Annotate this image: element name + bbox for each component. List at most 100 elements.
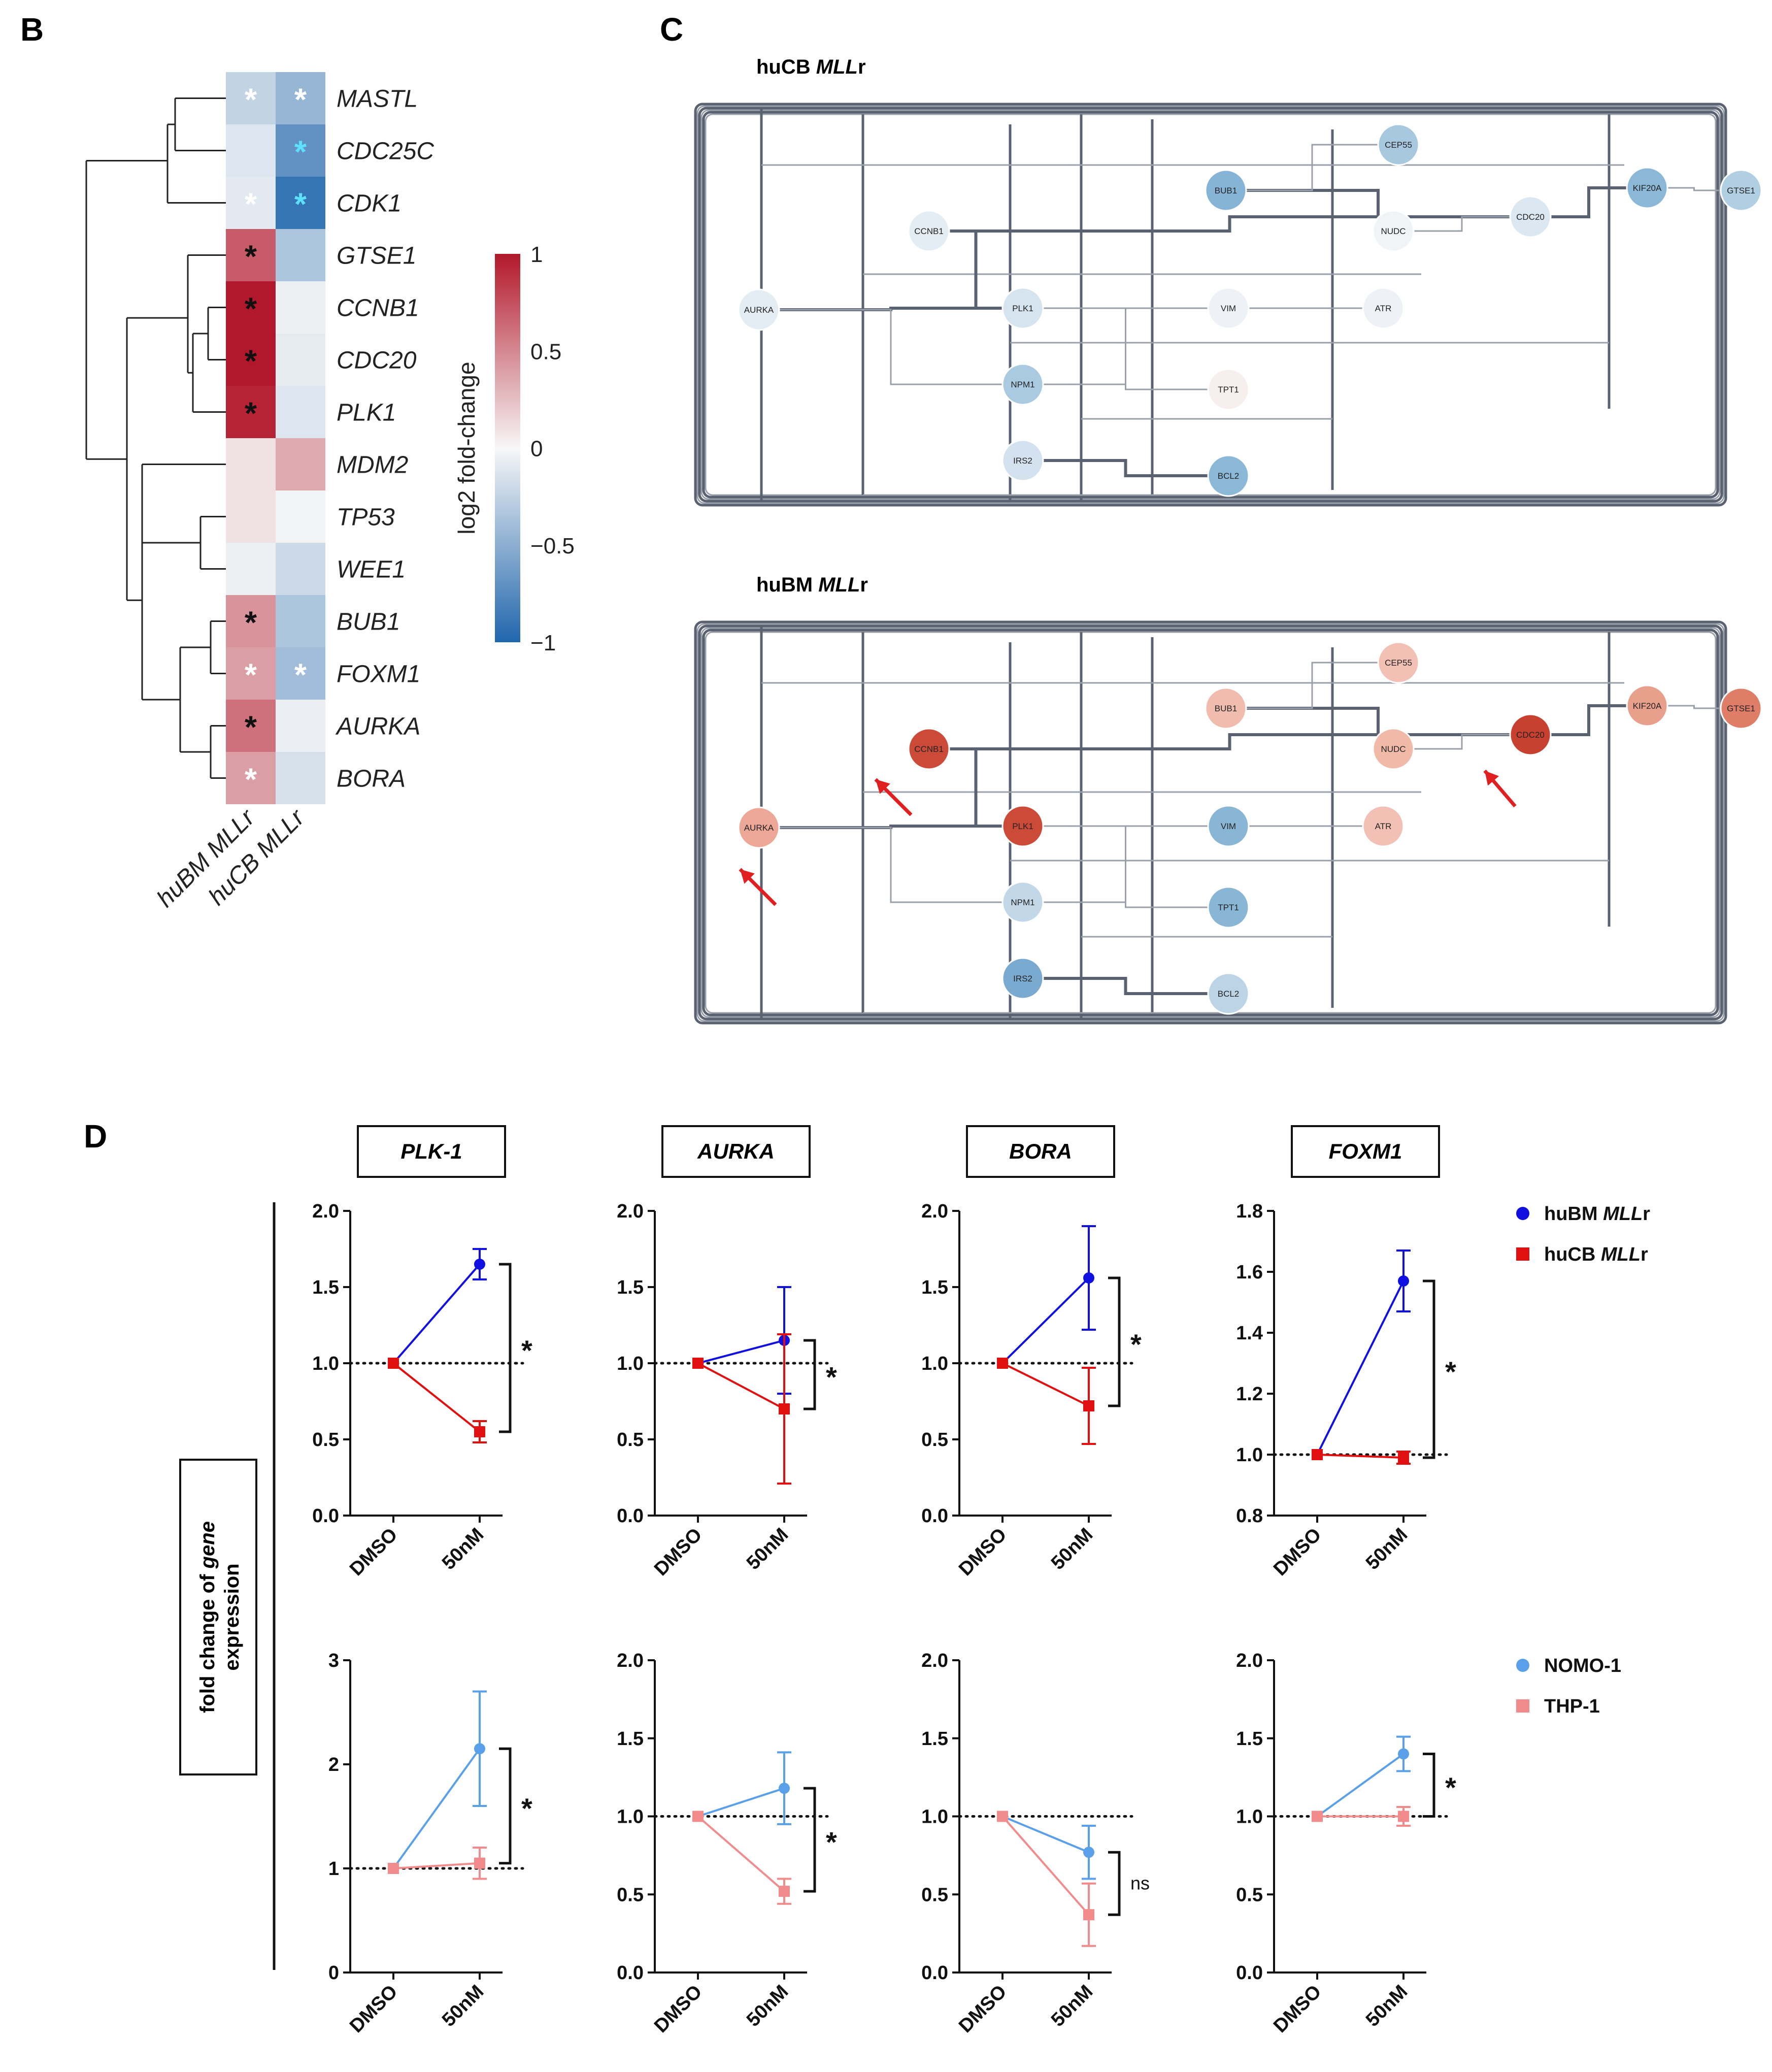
y-axis-title-gene: gene — [196, 1521, 219, 1569]
gene-title: BORA — [1009, 1139, 1072, 1163]
significance-star: * — [294, 187, 307, 222]
network-node-label: CCNB1 — [914, 744, 944, 754]
network-node — [1372, 210, 1415, 252]
network-node-label: BCL2 — [1218, 989, 1240, 999]
heatmap-cell — [226, 543, 276, 595]
network-node — [1207, 886, 1250, 929]
legend-label-suffix: r — [1643, 1203, 1650, 1225]
y-tick-label: 1.5 — [1236, 1728, 1263, 1750]
significance-label: * — [826, 1361, 837, 1393]
data-point — [692, 1811, 704, 1822]
network-node-label: CEP55 — [1385, 658, 1412, 668]
heatmap-cell — [276, 386, 325, 438]
legend-marker — [1516, 1207, 1529, 1220]
colorbar-label: log2 fold-change — [453, 361, 480, 534]
network-node-label: NUDC — [1381, 226, 1406, 236]
gene-label: FOXM1 — [337, 661, 420, 688]
legend-label: huBM MLLr — [1544, 1203, 1650, 1225]
legend-label-italic: MLL — [1601, 1244, 1641, 1265]
data-point — [1083, 1909, 1094, 1921]
data-point — [779, 1783, 790, 1794]
network-node-label: VIM — [1221, 821, 1236, 831]
edge-route — [698, 107, 1723, 503]
legend-marker — [1516, 1659, 1529, 1672]
legend-label-name: huCB — [1544, 1244, 1601, 1265]
network-node-label: CDC20 — [1516, 730, 1545, 740]
y-tick-label: 1.5 — [617, 1728, 644, 1750]
significance-label: * — [1130, 1328, 1142, 1360]
series-line — [697, 1339, 785, 1364]
network-edge — [1393, 734, 1530, 750]
y-tick-label: 1.0 — [1236, 1444, 1263, 1466]
gene-label: BUB1 — [337, 609, 400, 636]
heatmap-cell — [226, 72, 276, 124]
network-node — [1207, 972, 1250, 1015]
line-charts-panel: fold change of geneexpression PLK-1 AURKA B… — [179, 1125, 1650, 2037]
network-node — [1362, 805, 1405, 847]
significance-bracket — [1108, 1851, 1121, 1916]
network-node — [1207, 805, 1250, 847]
y-tick-label: 2.0 — [617, 1201, 644, 1222]
y-tick-label: 1.0 — [1236, 1806, 1263, 1828]
edge-route — [700, 627, 1721, 1018]
y-tick-label: 0.5 — [617, 1884, 644, 1905]
network-node-label: TPT1 — [1218, 385, 1239, 394]
network-edge — [1226, 662, 1398, 709]
network-edge — [1023, 825, 1228, 908]
heatmap-cell — [276, 543, 325, 595]
x-tick-label: 50nM — [1362, 1981, 1412, 2031]
data-point — [1083, 1847, 1094, 1858]
significance-star: * — [245, 187, 257, 222]
y-tick-label: 2.0 — [312, 1201, 339, 1222]
network-node-label: GTSE1 — [1727, 704, 1755, 713]
network-node-label: PLK1 — [1012, 304, 1033, 313]
series-line — [1001, 1816, 1090, 1916]
network-node — [1509, 195, 1552, 238]
heatmap-cell — [276, 72, 325, 124]
network-node-label: KIF20A — [1633, 701, 1662, 711]
network-node — [1372, 728, 1415, 770]
x-tick-label: DMSO — [346, 1981, 402, 2037]
heatmap-cell — [226, 438, 276, 490]
network-node-label: AURKA — [744, 823, 774, 833]
y-tick-label: 3 — [328, 1650, 339, 1671]
series-line — [1002, 1362, 1089, 1407]
network-node — [1509, 713, 1552, 756]
data-point — [779, 1403, 790, 1415]
network-title-prefix: huBM — [756, 574, 818, 596]
network-node-label: BUB1 — [1215, 704, 1237, 713]
chart-top-FOXM1: 0.8 1.0 1.2 1.4 1.6 1.8 DMSO 50nM * — [1236, 1201, 1456, 1580]
y-tick-label: 1.6 — [1236, 1262, 1263, 1283]
chart-bot-FOXM1: 0.0 0.5 1.0 1.5 2.0 DMSO 50nM * — [1236, 1650, 1456, 2037]
edge-route — [694, 103, 1727, 507]
y-tick-label: 1.5 — [921, 1728, 948, 1750]
significance-star: * — [245, 606, 257, 641]
network-node-label: PLK1 — [1012, 821, 1033, 831]
significance-label: ns — [1130, 1873, 1150, 1894]
network-node — [1377, 641, 1420, 684]
network-title-italic: MLL — [818, 574, 860, 596]
y-tick-label: 1.5 — [617, 1277, 644, 1298]
legend-label: NOMO-1 — [1544, 1655, 1621, 1676]
heatmap-cell — [276, 595, 325, 647]
gene-label: CDK1 — [337, 190, 402, 217]
heatmap-panel: * * MASTL * CDC25C * * CDK1 * GTSE1 * CCNB1 * CDC20 * P… — [85, 72, 575, 912]
heatmap-cell — [226, 229, 276, 281]
data-point — [1398, 1452, 1409, 1463]
network-edge — [929, 229, 1023, 310]
heatmap-cell — [276, 438, 325, 490]
data-point — [779, 1886, 790, 1897]
y-tick-label: 2.0 — [921, 1650, 948, 1671]
data-point — [474, 1857, 485, 1869]
y-tick-label: 0.8 — [1236, 1505, 1263, 1527]
y-tick-label: 1 — [328, 1858, 339, 1880]
heatmap-cell — [276, 700, 325, 752]
network-edge — [1647, 187, 1741, 191]
heatmap-cell — [276, 124, 325, 177]
chart-top-BORA: 0.0 0.5 1.0 1.5 2.0 DMSO 50nM * — [921, 1201, 1142, 1580]
data-point — [1312, 1811, 1323, 1822]
x-tick-label: 50nM — [1362, 1524, 1412, 1574]
legend-label: huCB MLLr — [1544, 1244, 1648, 1265]
x-tick-label: DMSO — [1269, 1981, 1325, 2037]
